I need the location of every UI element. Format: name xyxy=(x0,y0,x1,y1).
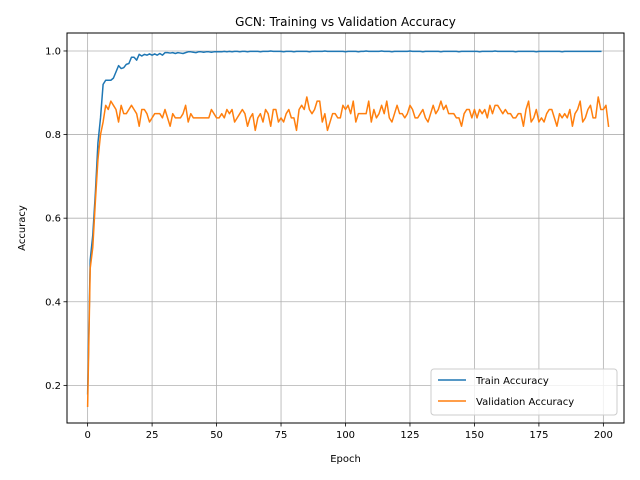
series-lines xyxy=(86,50,610,408)
x-tick-label: 0 xyxy=(84,430,90,441)
legend-label-validation: Validation Accuracy xyxy=(476,397,574,408)
x-axis-label: Epoch xyxy=(330,454,361,465)
x-axis: 0 25 50 75 100 125 150 175 200 xyxy=(84,423,613,441)
y-axis: 0.2 0.4 0.6 0.8 1.0 xyxy=(45,46,67,392)
x-tick-label: 200 xyxy=(594,430,613,441)
y-tick-label: 0.8 xyxy=(45,130,61,141)
x-tick-label: 25 xyxy=(146,430,159,441)
x-tick-label: 100 xyxy=(336,430,355,441)
x-tick-label: 75 xyxy=(275,430,288,441)
x-tick-label: 50 xyxy=(210,430,223,441)
y-tick-label: 0.4 xyxy=(45,297,61,308)
legend-label-train: Train Accuracy xyxy=(475,376,549,387)
legend: Train Accuracy Validation Accuracy xyxy=(430,368,618,416)
chart-title: GCN: Training vs Validation Accuracy xyxy=(235,15,456,29)
train-accuracy-line xyxy=(86,50,602,395)
x-tick-label: 125 xyxy=(400,430,419,441)
validation-accuracy-line xyxy=(86,96,610,408)
y-tick-label: 0.2 xyxy=(45,381,61,392)
x-tick-label: 175 xyxy=(529,430,548,441)
x-tick-label: 150 xyxy=(465,430,484,441)
legend-box xyxy=(430,368,618,416)
y-tick-label: 1.0 xyxy=(45,46,61,57)
y-tick-label: 0.6 xyxy=(45,214,61,225)
y-axis-label: Accuracy xyxy=(17,205,28,251)
